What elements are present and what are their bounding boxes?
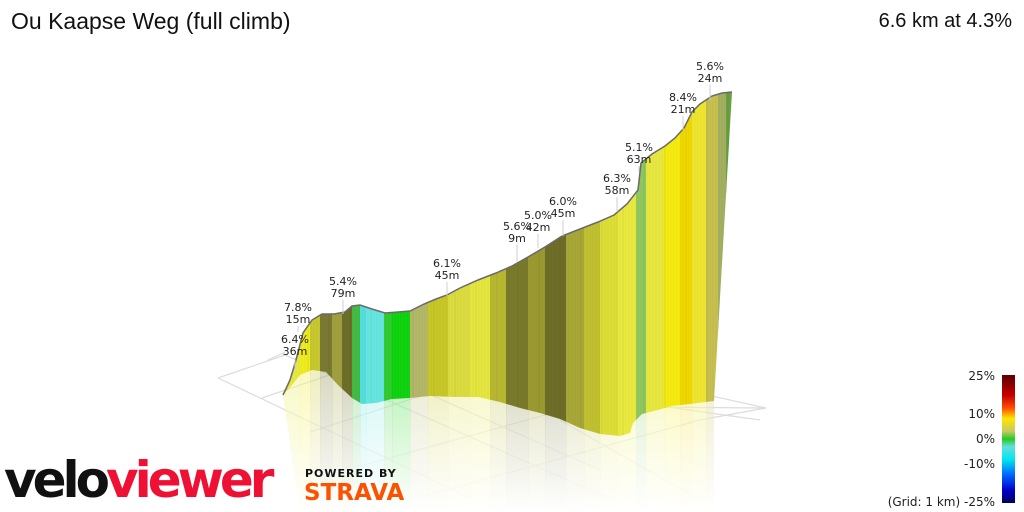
segment-annotation: 6.3%58m (603, 172, 631, 212)
segment-length: 24m (698, 72, 723, 85)
segment-length: 58m (605, 184, 630, 197)
segment-grade: 7.8% (284, 301, 312, 314)
segment-grade: 5.1% (625, 141, 653, 154)
climb-summary: 6.6 km at 4.3% (878, 10, 1012, 32)
powered-by-label: POWERED BY (305, 467, 397, 480)
segment-annotations: 6.4%36m7.8%15m5.4%79m6.1%45m5.6%9m5.0%42… (281, 60, 724, 370)
segment-grade: 5.0% (524, 209, 552, 222)
segment-length: 42m (526, 221, 551, 234)
legend-label-0: 0% (976, 432, 995, 446)
segment-grade: 6.1% (433, 257, 461, 270)
legend-label-10: 10% (968, 407, 995, 421)
segment-annotation: 5.6%24m (696, 60, 724, 100)
segment-length: 63m (627, 153, 652, 166)
segment-annotation: 6.0%45m (549, 195, 577, 236)
segment-length: 21m (671, 103, 696, 116)
strava-logo[interactable]: STRAVA (304, 480, 405, 506)
veloviewer-logo[interactable]: veloviewer (4, 451, 274, 509)
segment-annotation: 5.1%63m (625, 141, 653, 172)
segment-length: 45m (551, 207, 576, 220)
segment-length: 15m (286, 313, 311, 326)
segment-annotation: 8.4%21m (669, 91, 697, 130)
legend-label-max: 25% (968, 369, 995, 383)
legend-label-neg10: -10% (964, 457, 995, 471)
segment-grade: 6.0% (549, 195, 577, 208)
segment-grade: 8.4% (669, 91, 697, 104)
legend-label-min: (Grid: 1 km) -25% (888, 495, 995, 509)
segment-grade: 6.3% (603, 172, 631, 185)
page-title: Ou Kaapse Weg (full climb) (11, 8, 291, 34)
segment-grade: 5.6% (696, 60, 724, 73)
segment-grade: 5.4% (329, 275, 357, 288)
segment-length: 79m (331, 287, 356, 300)
segment-grade: 5.6% (503, 220, 531, 233)
segment-grade: 6.4% (281, 333, 309, 346)
segment-length: 9m (508, 232, 526, 245)
segment-annotation: 6.1%45m (433, 257, 461, 296)
segment-annotation: 5.0%42m (524, 209, 552, 248)
segment-length: 36m (283, 345, 308, 358)
segment-annotation: 5.6%9m (503, 220, 531, 262)
segment-length: 45m (435, 269, 460, 282)
gradient-legend: 25% 10% 0% -10% (Grid: 1 km) -25% (888, 369, 1015, 509)
segment-annotation: 6.4%36m (281, 333, 309, 370)
segment-annotation: 5.4%79m (329, 275, 357, 314)
legend-colorbar (1002, 375, 1015, 503)
segment-annotation: 7.8%15m (284, 301, 312, 332)
profile-top-edge (282, 91, 733, 396)
